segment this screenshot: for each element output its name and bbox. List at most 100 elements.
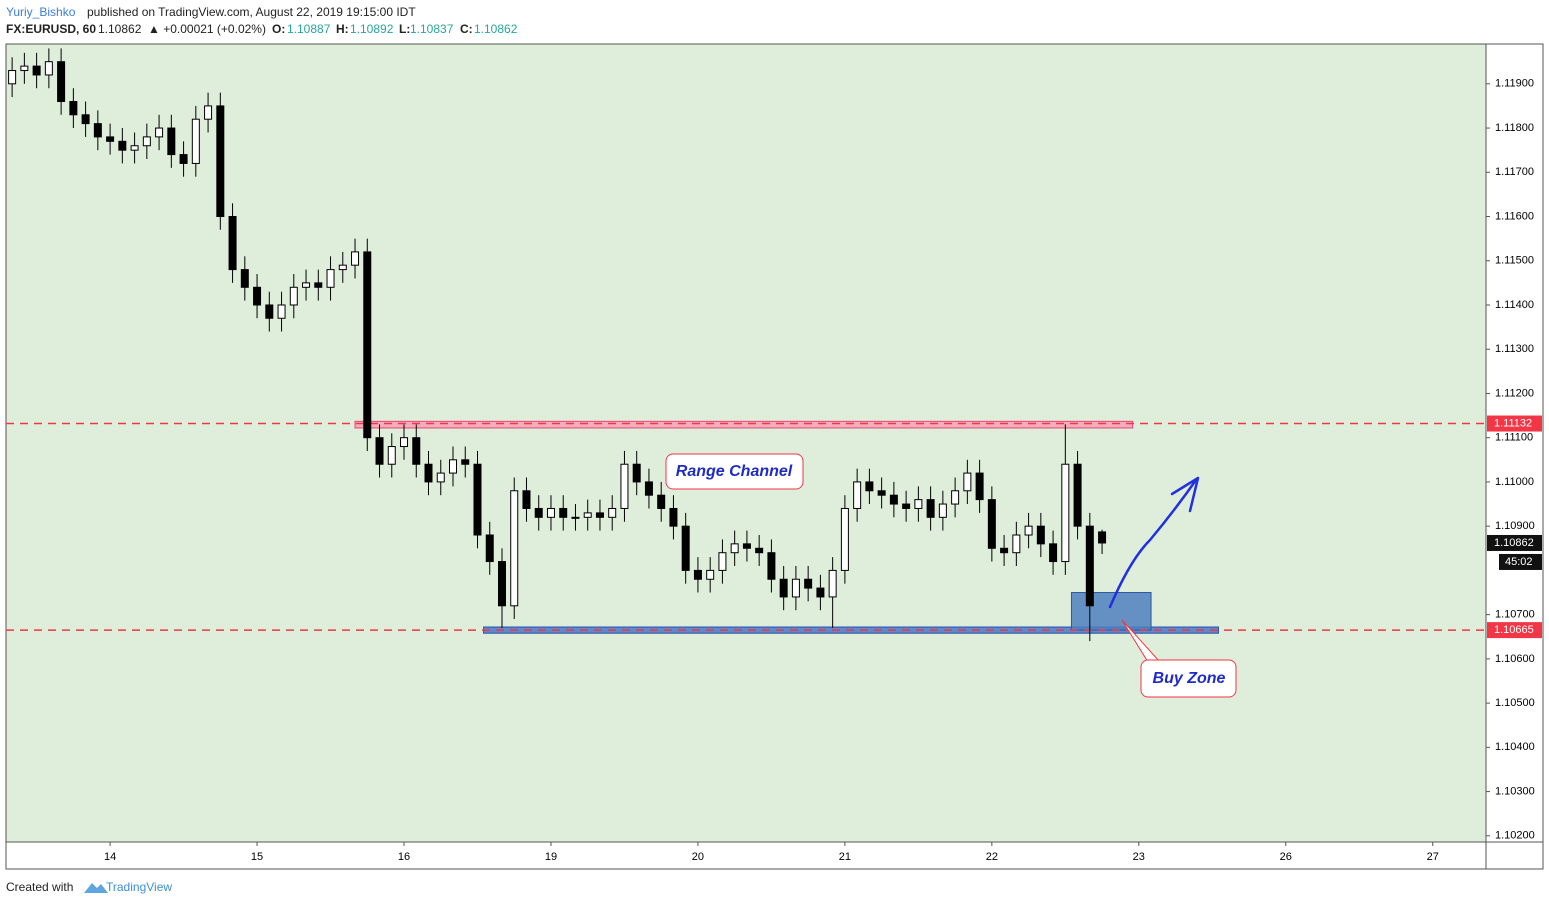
candle-body [718, 552, 727, 571]
open-value: 1.10887 [287, 22, 331, 36]
high-value: 1.10892 [350, 22, 394, 36]
candle-body [302, 282, 311, 288]
candle-body [522, 490, 531, 509]
symbol: FX:EURUSD, 60 [6, 22, 96, 36]
candle-body [975, 472, 984, 501]
candle-body [32, 65, 41, 76]
candle-body [449, 459, 458, 474]
candle-body [204, 105, 213, 120]
candle-body [142, 136, 151, 147]
zone [1070, 592, 1152, 631]
candle-body [412, 437, 421, 465]
y-tick-label: 1.11300 [1495, 343, 1534, 355]
candle-body [253, 286, 262, 306]
candle-body [485, 534, 494, 563]
y-tick-label: 1.10500 [1495, 697, 1535, 709]
candle-body [289, 286, 298, 306]
candle-body [804, 578, 813, 589]
candle-body [1098, 531, 1107, 544]
candle-body [914, 499, 923, 509]
plot [6, 48, 1486, 642]
x-tick-label: 15 [251, 851, 263, 863]
x-tick-label: 26 [1280, 851, 1292, 863]
candle-body [534, 507, 543, 518]
candle-body [889, 494, 898, 505]
candle-body [93, 123, 102, 138]
candle-body [877, 490, 886, 496]
y-tick-label: 1.11600 [1495, 210, 1534, 222]
open-label: O: [272, 22, 285, 36]
candle-body [840, 507, 849, 571]
candle-body [1024, 525, 1033, 536]
candle-body [938, 503, 947, 518]
forecast-arrowhead [1170, 476, 1200, 513]
y-tick-label: 1.10400 [1495, 741, 1535, 753]
candle-body [473, 463, 482, 536]
candle-body [681, 525, 690, 571]
candle-body [510, 490, 519, 607]
candle-body [191, 118, 200, 164]
candle-body [865, 481, 874, 492]
candle-body [400, 437, 409, 448]
candle-body [240, 269, 249, 288]
y-tick-label: 1.11900 [1495, 78, 1534, 90]
candle-body [216, 105, 225, 218]
candle-body [595, 512, 604, 518]
callout-text: Range Channel [676, 463, 793, 480]
x-tick-label: 23 [1133, 851, 1145, 863]
callout-text: Buy Zone [1153, 670, 1226, 687]
published: published on TradingView.com, August 22,… [87, 5, 416, 19]
candle-body [461, 459, 470, 465]
x-tick-label: 21 [839, 851, 851, 863]
candle-body [167, 127, 176, 156]
last-price: 1.10862 [98, 22, 142, 36]
candle-body [179, 154, 188, 164]
candle-body [81, 114, 90, 125]
candle-body [657, 494, 666, 509]
candle-body [644, 481, 653, 496]
level-tag-label: 1.10665 [1494, 624, 1534, 636]
candle-body [926, 499, 935, 518]
y-tick-label: 1.11100 [1495, 432, 1533, 444]
forecast-arrow [1108, 478, 1198, 609]
candle-body [338, 264, 347, 271]
low-value: 1.10837 [410, 22, 454, 36]
candle-body [314, 282, 323, 288]
candle-body [963, 472, 972, 492]
x-tick-label: 16 [398, 851, 410, 863]
x-tick-label: 14 [104, 851, 116, 863]
candle-body [106, 136, 115, 142]
candle-body [559, 507, 568, 518]
author[interactable]: Yuriy_Bishko [6, 5, 76, 19]
candle-body [20, 65, 29, 72]
y-tick-label: 1.11800 [1495, 122, 1534, 134]
price-tag-label: 1.10862 [1494, 537, 1534, 549]
candle-body [265, 304, 274, 319]
candle-body [351, 251, 360, 266]
candle-body [742, 543, 751, 549]
candle-body [44, 61, 53, 76]
candle-body [1085, 525, 1094, 607]
candle-body [130, 145, 139, 151]
y-tick-label: 1.10900 [1495, 520, 1535, 532]
footer-created: Created with [6, 880, 73, 894]
price-axis [1485, 43, 1544, 843]
candle-body [987, 499, 996, 549]
candle-body [436, 472, 445, 483]
x-tick-label: 27 [1427, 851, 1439, 863]
candle-body [608, 507, 617, 518]
candle-body [69, 101, 78, 116]
candle-body [424, 463, 433, 483]
high-label: H: [336, 22, 349, 36]
countdown-label: 45:02 [1505, 556, 1533, 568]
candle-body [387, 446, 396, 465]
candle-body [1036, 525, 1045, 545]
candle-body [1000, 547, 1009, 554]
candle-body [902, 503, 911, 509]
y-tick-label: 1.11700 [1495, 166, 1534, 178]
candle-body [497, 561, 506, 607]
level-tag [1487, 415, 1542, 432]
footer-brand[interactable]: TradingView [106, 880, 172, 894]
candle-body [583, 512, 592, 518]
